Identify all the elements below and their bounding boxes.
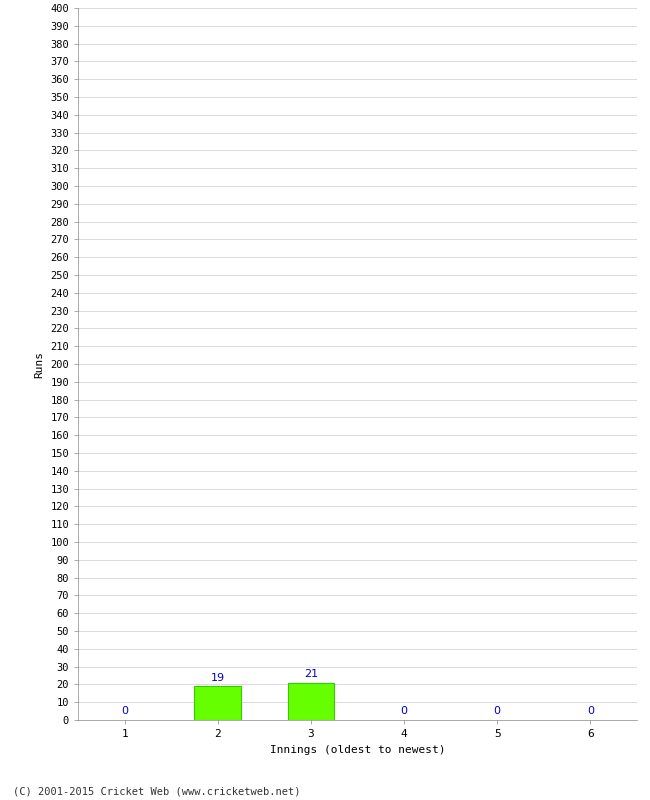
- Text: 0: 0: [494, 706, 500, 717]
- Text: 21: 21: [304, 669, 318, 679]
- Bar: [287, 682, 334, 720]
- Text: 0: 0: [587, 706, 594, 717]
- X-axis label: Innings (oldest to newest): Innings (oldest to newest): [270, 745, 445, 754]
- Y-axis label: Runs: Runs: [34, 350, 45, 378]
- Text: (C) 2001-2015 Cricket Web (www.cricketweb.net): (C) 2001-2015 Cricket Web (www.cricketwe…: [13, 786, 300, 796]
- Bar: [194, 686, 241, 720]
- Text: 0: 0: [121, 706, 128, 717]
- Text: 19: 19: [211, 673, 225, 682]
- Text: 0: 0: [400, 706, 408, 717]
